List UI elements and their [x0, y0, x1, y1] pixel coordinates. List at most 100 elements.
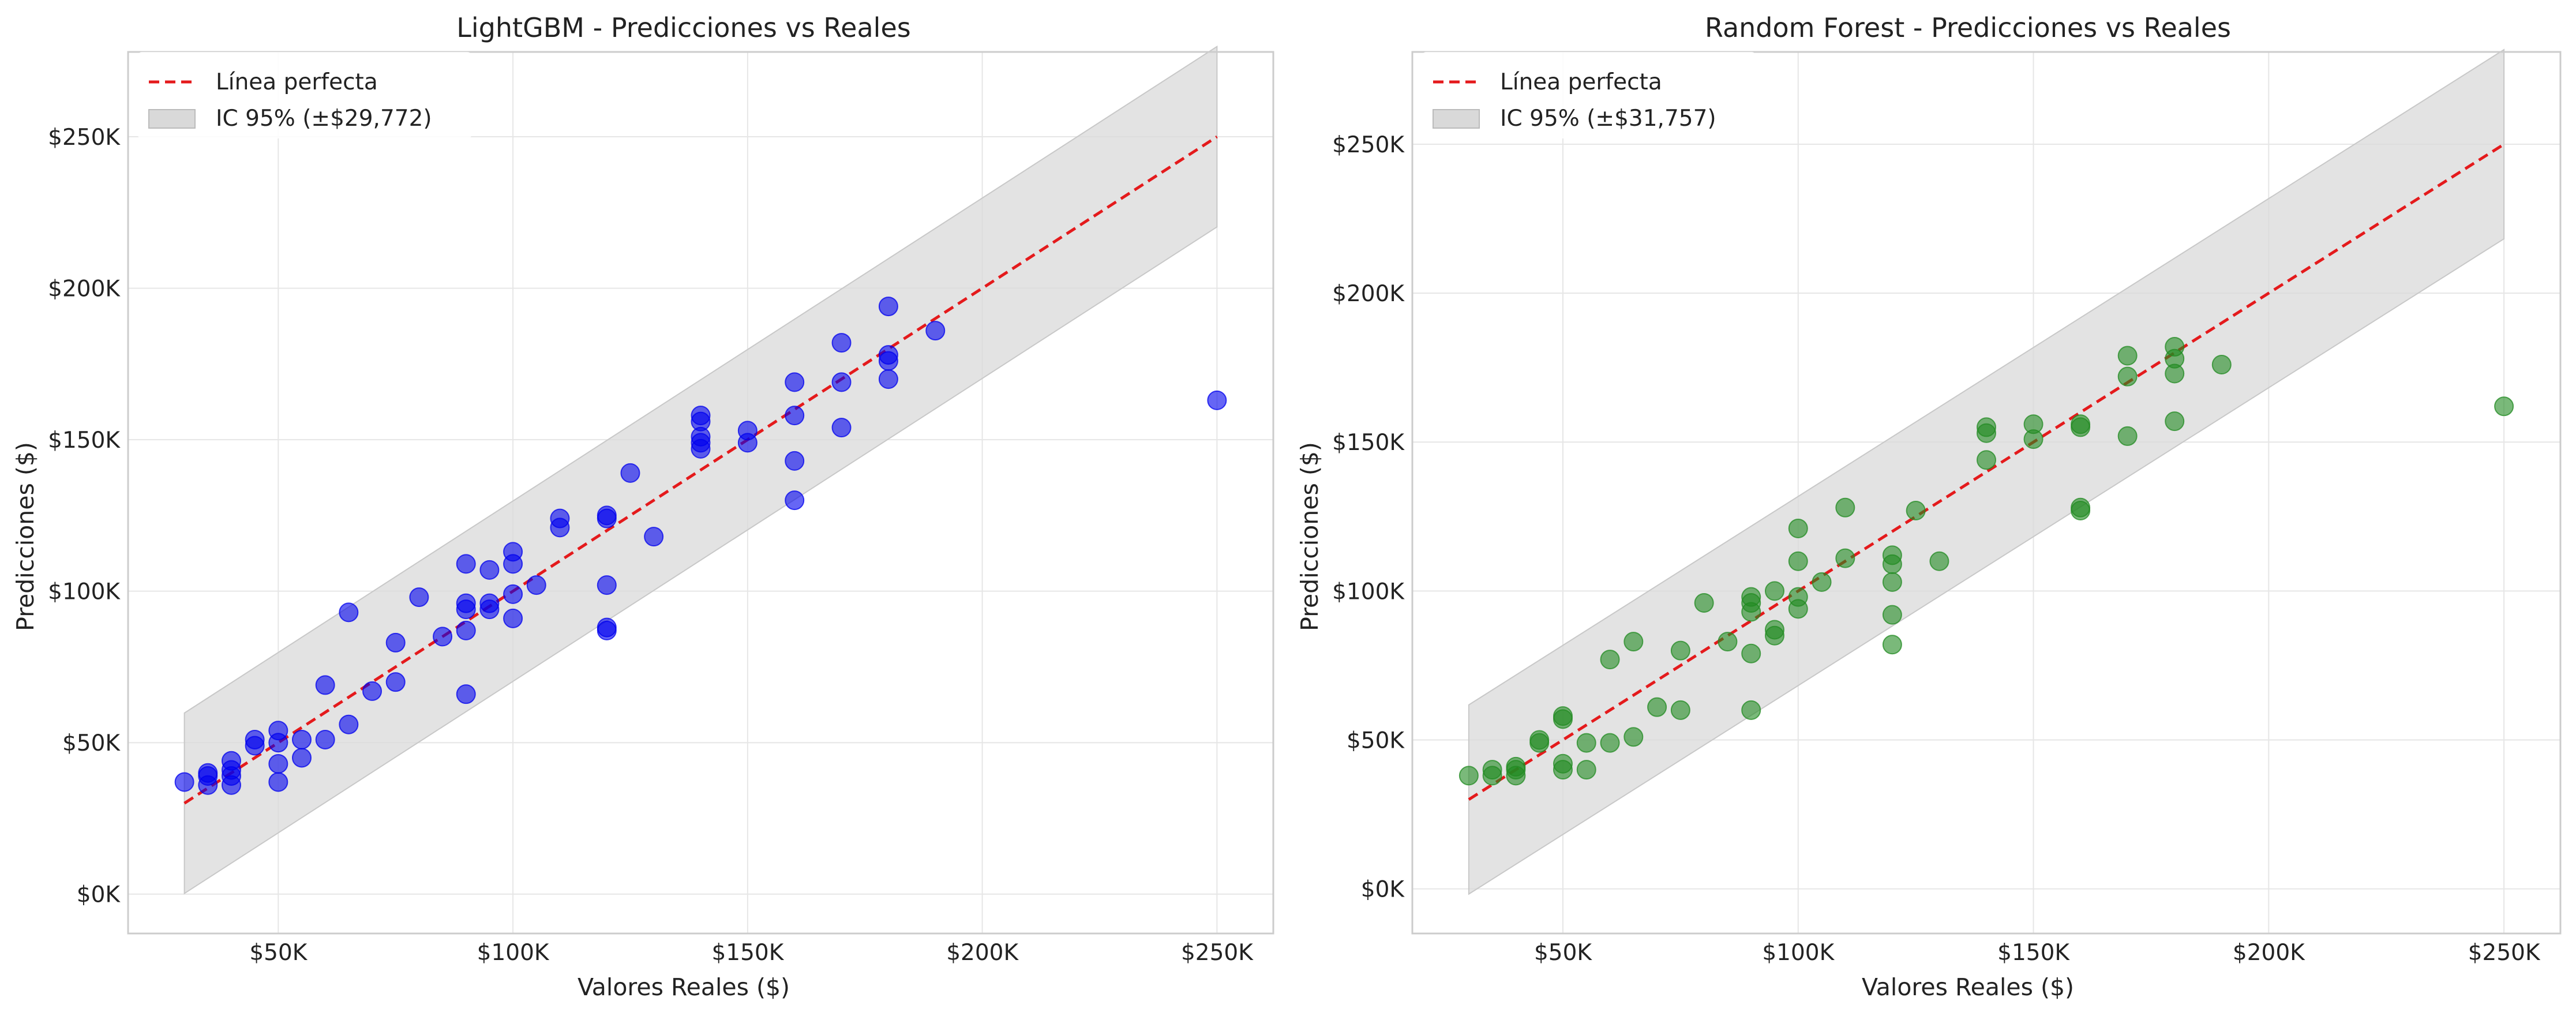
- data-point: [1718, 632, 1738, 652]
- y-axis-label: Predicciones ($): [1296, 442, 1323, 631]
- data-point: [2165, 337, 2185, 357]
- data-point: [479, 560, 500, 580]
- data-point: [1576, 760, 1596, 780]
- y-tick-label: $250K: [48, 125, 121, 151]
- data-point: [2494, 396, 2514, 417]
- data-point: [503, 542, 523, 562]
- data-point: [1600, 650, 1620, 670]
- legend-ci-swatch: [1433, 109, 1480, 129]
- data-point: [1788, 551, 1808, 571]
- y-tick-label: $100K: [48, 579, 121, 605]
- data-point: [1670, 640, 1690, 661]
- data-point: [785, 372, 805, 392]
- data-point: [785, 406, 805, 426]
- x-tick-label: $50K: [1534, 940, 1592, 966]
- legend: Línea perfecta IC 95% (±$29,772): [137, 52, 472, 138]
- data-point: [2117, 366, 2138, 387]
- data-point: [1576, 733, 1596, 753]
- perfect-prediction-line: [183, 135, 1218, 805]
- data-point: [503, 608, 523, 628]
- data-point: [362, 681, 383, 701]
- data-point: [1812, 572, 1832, 592]
- data-point: [785, 451, 805, 471]
- data-point: [1977, 450, 1996, 470]
- data-point: [1623, 632, 1644, 652]
- legend-perfect-line-label: Línea perfecta: [1500, 69, 1662, 95]
- y-tick-label: $150K: [1332, 430, 1405, 456]
- data-point: [221, 751, 241, 771]
- data-point: [456, 620, 476, 640]
- data-point: [315, 729, 335, 749]
- data-point: [1741, 587, 1761, 607]
- data-point: [292, 729, 312, 749]
- data-point: [925, 321, 946, 341]
- data-point: [831, 333, 852, 353]
- legend: Línea perfecta IC 95% (±$31,757): [1422, 52, 1756, 138]
- data-point: [1207, 390, 1227, 410]
- data-point: [1529, 730, 1550, 750]
- data-point: [1600, 733, 1620, 753]
- data-point: [597, 617, 617, 638]
- y-tick-label: $0K: [1361, 877, 1405, 903]
- chart-title: Random Forest - Predicciones vs Reales: [1705, 12, 2231, 43]
- data-point: [1506, 756, 1526, 777]
- data-point: [2117, 426, 2138, 446]
- x-tick-label: $150K: [711, 940, 784, 966]
- y-tick-label: $100K: [1332, 579, 1405, 605]
- data-point: [268, 753, 288, 774]
- y-tick-label: $200K: [48, 276, 121, 302]
- data-point: [385, 672, 406, 692]
- data-point: [1788, 587, 1808, 607]
- data-point: [292, 748, 312, 768]
- data-point: [456, 554, 476, 574]
- x-tick-label: $200K: [2233, 940, 2305, 966]
- data-point: [433, 627, 453, 647]
- data-point: [1882, 635, 1902, 655]
- data-point: [831, 418, 852, 438]
- data-point: [1929, 551, 1949, 571]
- x-tick-label: $100K: [477, 940, 550, 966]
- data-point: [737, 421, 758, 441]
- data-point: [831, 372, 852, 392]
- legend-ci-label: IC 95% (±$31,757): [1500, 106, 1716, 132]
- data-point: [339, 602, 359, 623]
- x-tick-label: $100K: [1762, 940, 1835, 966]
- data-point: [245, 729, 265, 749]
- y-tick-label: $50K: [1347, 728, 1405, 753]
- y-tick-label: $150K: [48, 428, 121, 453]
- y-tick-label: $250K: [1332, 132, 1405, 158]
- data-point: [597, 575, 617, 595]
- data-point: [479, 593, 500, 613]
- data-point: [2023, 414, 2043, 434]
- data-point: [456, 593, 476, 613]
- x-tick-label: $250K: [2468, 940, 2541, 966]
- data-point: [1835, 548, 1855, 568]
- data-point: [526, 575, 546, 595]
- data-point: [174, 772, 194, 792]
- confidence-band: [1468, 48, 2505, 895]
- plot-area: $50K $100K $150K $200K $250K $0K $50K $100K $150…: [48, 45, 1274, 966]
- x-tick-label: $250K: [1181, 940, 1254, 966]
- data-point: [385, 632, 406, 653]
- chart-title: LightGBM - Predicciones vs Reales: [456, 12, 910, 43]
- data-point: [1741, 643, 1761, 663]
- data-point: [1553, 706, 1573, 726]
- data-point: [878, 345, 898, 365]
- data-point: [1882, 605, 1902, 625]
- data-point: [503, 584, 523, 604]
- legend-perfect-line-label: Línea perfecta: [216, 69, 378, 95]
- data-point: [1694, 593, 1714, 613]
- data-point: [1623, 727, 1644, 747]
- data-point: [1882, 572, 1902, 592]
- y-tick-label: $200K: [1332, 281, 1405, 307]
- data-point: [2117, 346, 2138, 366]
- data-point: [198, 763, 218, 783]
- data-point: [878, 369, 898, 389]
- data-point: [785, 490, 805, 511]
- y-tick-label: $50K: [62, 730, 121, 756]
- data-point: [597, 505, 617, 526]
- y-axis-label: Predicciones ($): [12, 442, 39, 631]
- x-axis-label: Valores Reales ($): [578, 973, 790, 1001]
- data-point: [2165, 411, 2185, 432]
